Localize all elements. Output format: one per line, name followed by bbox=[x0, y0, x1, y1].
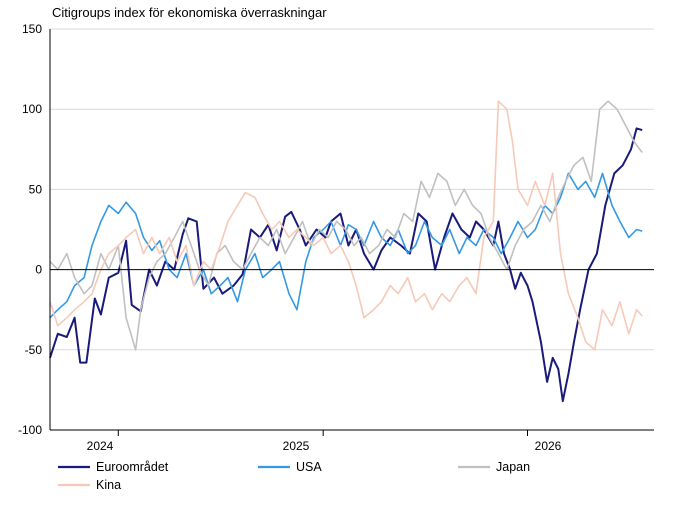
series-line-euroområdet bbox=[49, 127, 643, 403]
y-tick-label: -100 bbox=[18, 423, 42, 437]
legend-label: Kina bbox=[96, 478, 121, 492]
y-tick-label: 150 bbox=[22, 22, 42, 36]
y-tick-label: 50 bbox=[29, 182, 43, 196]
series-lines bbox=[49, 100, 643, 403]
y-tick-label: 100 bbox=[22, 102, 42, 116]
chart-title: Citigroups index för ekonomiska överrask… bbox=[52, 5, 327, 20]
y-tick-label: -50 bbox=[25, 343, 43, 357]
axes: -100 -50 0 50 100 150 2024 2025 2026 bbox=[18, 22, 654, 453]
legend: Euroområdet USA Japan Kina bbox=[58, 460, 530, 492]
legend-label: USA bbox=[296, 460, 322, 474]
x-tick-label: 2024 bbox=[87, 439, 114, 453]
series-line-kina bbox=[49, 100, 643, 351]
legend-label: Euroområdet bbox=[96, 460, 169, 474]
series-line-usa bbox=[49, 172, 643, 319]
x-tick-label: 2026 bbox=[535, 439, 562, 453]
legend-label: Japan bbox=[496, 460, 530, 474]
y-tick-label: 0 bbox=[35, 263, 42, 277]
series-line-japan bbox=[49, 100, 643, 351]
x-tick-label: 2025 bbox=[283, 439, 310, 453]
